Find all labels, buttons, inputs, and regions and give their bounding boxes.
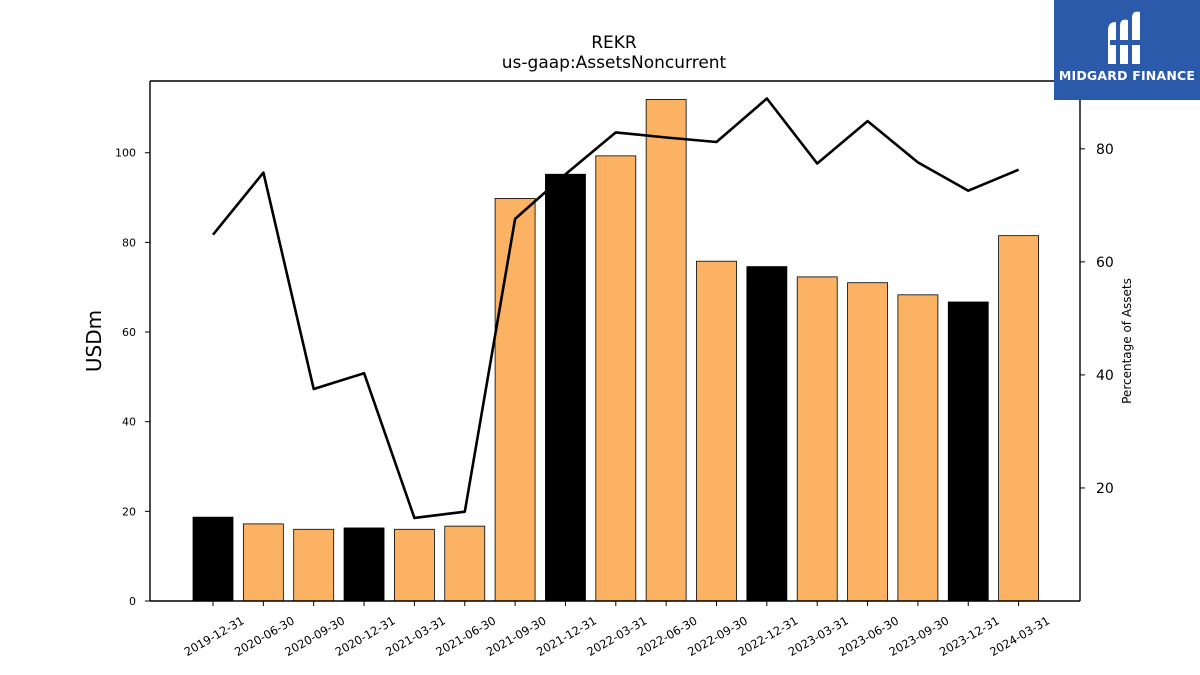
y2-tick-label: 80 xyxy=(1096,142,1114,158)
line-series xyxy=(211,97,1020,520)
bar xyxy=(343,527,385,602)
bar xyxy=(897,294,939,602)
bar xyxy=(242,523,284,602)
y-axis-label: USDm xyxy=(82,310,106,372)
bar xyxy=(796,276,838,602)
bar xyxy=(545,173,586,602)
bar xyxy=(494,198,536,602)
bar xyxy=(947,301,989,602)
y2-tick-label: 40 xyxy=(1096,368,1114,384)
bar xyxy=(595,155,637,602)
y-tick-label: 80 xyxy=(122,236,136,249)
midgard-finance-logo: MIDGARD FINANCE xyxy=(1054,0,1200,100)
plot-area: 020406080100204060802019-12-312020-06-30… xyxy=(115,80,1114,659)
y2-tick-label: 20 xyxy=(1096,481,1114,497)
bar xyxy=(696,260,737,602)
chart-subtitle: us-gaap:AssetsNoncurrent xyxy=(502,53,727,73)
bar xyxy=(444,525,486,602)
bar xyxy=(293,528,335,602)
y-tick-label: 100 xyxy=(115,147,136,160)
y-tick-label: 40 xyxy=(122,416,136,429)
y2-axis-label: Percentage of Assets xyxy=(1120,278,1134,404)
y-tick-label: 0 xyxy=(129,595,136,608)
chart-title: REKR xyxy=(591,33,637,53)
bar xyxy=(998,235,1039,602)
bar xyxy=(645,98,687,602)
y-tick-label: 60 xyxy=(122,326,136,339)
bar xyxy=(192,516,234,602)
y-tick-label: 20 xyxy=(122,505,136,518)
bar xyxy=(746,266,788,602)
bar xyxy=(847,282,888,602)
y2-tick-label: 60 xyxy=(1096,255,1114,271)
logo-text: MIDGARD FINANCE xyxy=(1058,68,1196,83)
bar xyxy=(393,528,435,602)
logo-mark-icon xyxy=(1108,11,1142,65)
